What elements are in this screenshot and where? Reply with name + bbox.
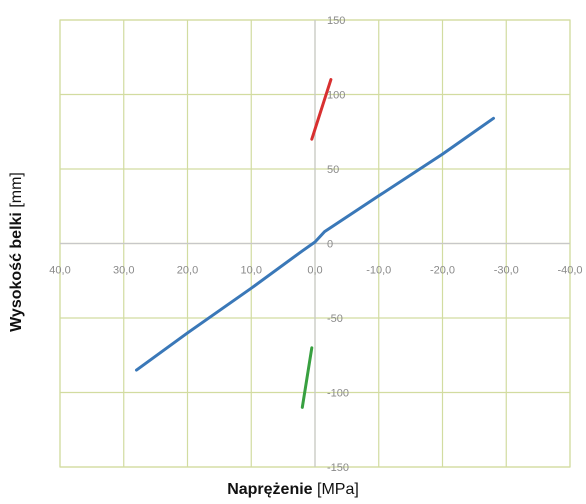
series-line (310, 78, 333, 141)
series (135, 78, 495, 409)
y-tick-label: 150 (327, 15, 345, 27)
y-axis-title: Wysokość belki [mm] (8, 172, 26, 332)
y-tick-label: -100 (327, 388, 349, 400)
y-tick-label: 50 (327, 164, 339, 176)
x-axis-title-unit: [MPa] (317, 481, 359, 498)
y-axis-title-unit: [mm] (8, 172, 25, 208)
x-tick-label: -30,0 (494, 265, 519, 277)
y-tick-label: 0 (327, 239, 333, 251)
series-line (300, 346, 314, 409)
x-tick-label: 0,0 (307, 265, 322, 277)
y-axis-title-bold: Wysokość belki (8, 212, 25, 332)
x-tick-label: 40,0 (49, 265, 70, 277)
tick-labels: 40,0 30,0 20,0 10,0 0,0 -10,0 -20,0 -30,0 -40,0 1… (49, 15, 582, 474)
x-tick-label: -40,0 (557, 265, 582, 277)
y-tick-label: 100 (327, 90, 345, 102)
x-tick-label: 30,0 (113, 265, 134, 277)
series-line (135, 116, 495, 372)
x-tick-label: 10,0 (241, 265, 262, 277)
y-tick-label: -150 (327, 462, 349, 474)
x-tick-label: 20,0 (177, 265, 198, 277)
x-tick-label: -10,0 (366, 265, 391, 277)
x-axis-title: Naprężenie [MPa] (0, 481, 586, 499)
x-tick-label: -20,0 (430, 265, 455, 277)
y-tick-label: -50 (327, 313, 343, 325)
x-axis-title-bold: Naprężenie (227, 481, 313, 498)
